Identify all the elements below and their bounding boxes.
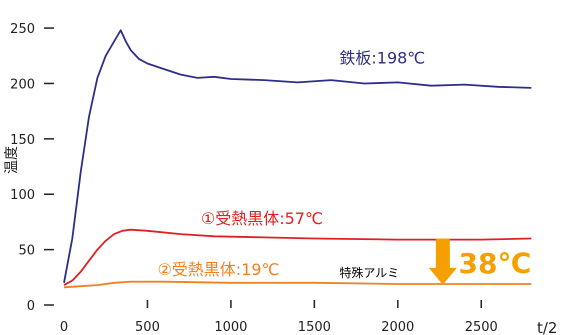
y-axis: 0 50 100 150 200 250 bbox=[10, 22, 54, 314]
x-tick-label: 0 bbox=[60, 320, 68, 335]
x-axis-title: t/2 bbox=[537, 319, 557, 335]
down-arrow-icon bbox=[428, 238, 457, 285]
series-label-2: ①受熱黒体:57℃ bbox=[201, 209, 323, 228]
series-label-1: 鉄板:198℃ bbox=[339, 49, 425, 68]
y-axis-title: 温度 bbox=[4, 146, 20, 174]
x-tick-label: 1000 bbox=[214, 320, 247, 335]
x-tick-label: 500 bbox=[135, 320, 160, 335]
x-axis: 0 500 1000 1500 2000 2500 bbox=[60, 300, 498, 335]
reduction-label: 38℃ bbox=[459, 247, 532, 280]
annotation-label-1: 特殊アルミ bbox=[339, 265, 399, 280]
y-tick-label: 250 bbox=[10, 22, 35, 37]
series-label-3: ②受熱黒体:19℃ bbox=[157, 260, 279, 279]
y-tick-label: 0 bbox=[27, 299, 35, 314]
annotation-layer: 特殊アルミ 38℃ bbox=[339, 238, 532, 285]
x-tick-label: 2500 bbox=[465, 320, 498, 335]
series-line-3 bbox=[63, 280, 532, 289]
series-line-1 bbox=[63, 29, 532, 283]
y-tick-label: 50 bbox=[18, 244, 35, 259]
y-tick-label: 150 bbox=[10, 133, 35, 148]
series-layer: 鉄板:198℃ ①受熱黒体:57℃ ②受熱黒体:19℃ bbox=[63, 29, 532, 289]
series-line-2 bbox=[63, 228, 532, 286]
y-tick-label: 200 bbox=[10, 77, 35, 92]
x-tick-label: 1500 bbox=[298, 320, 331, 335]
y-tick-label: 100 bbox=[10, 188, 35, 203]
x-tick-label: 2000 bbox=[381, 320, 414, 335]
